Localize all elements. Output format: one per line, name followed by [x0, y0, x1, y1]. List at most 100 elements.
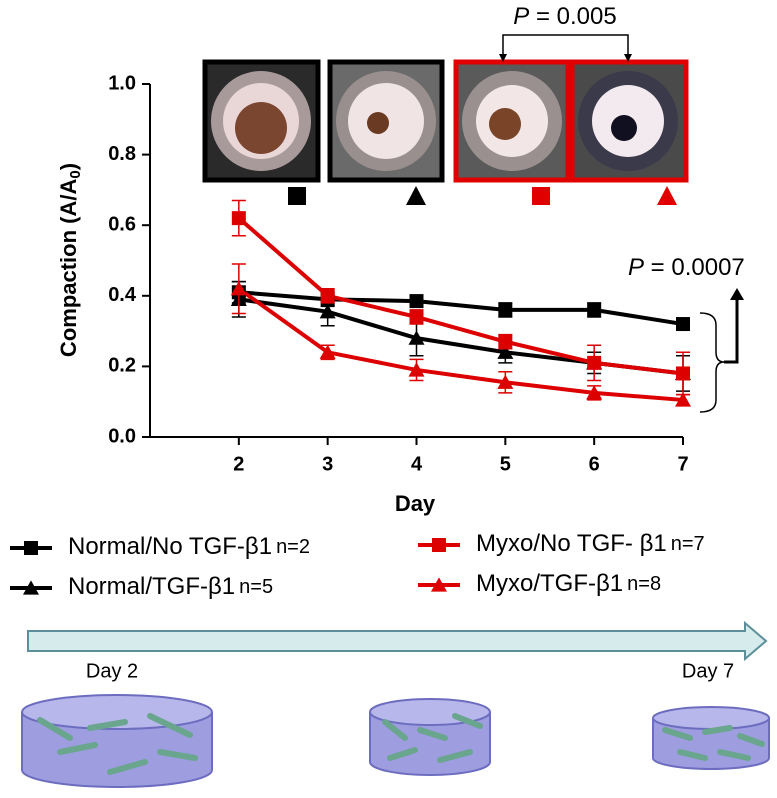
arrow-head — [624, 54, 632, 62]
y-axis-label: Compaction (A/A0) — [56, 163, 84, 357]
tissue — [367, 112, 389, 134]
data-point — [497, 344, 514, 359]
thumbnails — [202, 59, 689, 205]
cell — [452, 713, 483, 729]
y-label-sub: 0 — [67, 170, 84, 178]
data-point — [497, 374, 514, 389]
timeline-label: Day 2 — [86, 660, 138, 682]
annotation-p: P — [513, 3, 529, 30]
data-point — [498, 334, 513, 349]
legend-marker — [23, 580, 39, 595]
tissue — [489, 108, 521, 140]
data-point — [409, 294, 424, 309]
annotation-text: = 0.005 — [529, 3, 616, 30]
legend-n: n=7 — [671, 533, 705, 555]
cell — [702, 725, 733, 735]
timeline: Day 2 Day 7 — [21, 620, 770, 788]
comparison-bracket — [502, 34, 629, 60]
series-line — [237, 216, 684, 376]
brace — [699, 312, 725, 413]
annotation: P = 0.005 — [513, 3, 616, 30]
cell — [107, 759, 148, 775]
data-point — [587, 302, 602, 317]
legend-n: n=8 — [627, 573, 661, 595]
tissue — [235, 102, 287, 154]
tissue — [611, 115, 637, 141]
cell — [717, 749, 751, 761]
legend-entry: Normal/No TGF-β1 n=2 — [68, 533, 310, 560]
annotation-text: = 0.0007 — [644, 254, 745, 281]
annotation-p: P — [628, 254, 644, 281]
cell — [387, 747, 418, 761]
cell — [157, 749, 198, 761]
annotation: P = 0.0007 — [628, 254, 745, 281]
legend-label: Myxo/TGF-β1 — [476, 570, 623, 597]
legend-n: n=5 — [239, 576, 273, 598]
x-tick-label: 7 — [677, 453, 688, 475]
legend-n: n=2 — [276, 536, 310, 558]
data-point — [319, 344, 336, 359]
timeline-label: Day 7 — [682, 660, 734, 682]
x-tick-label: 2 — [233, 453, 244, 475]
x-tick-label: 3 — [322, 453, 333, 475]
arrow — [724, 296, 739, 364]
cell — [677, 749, 708, 761]
legend-label: Myxo/No TGF- β1 — [476, 530, 667, 557]
y-tick-label: 0.8 — [108, 143, 136, 165]
y-tick-label: 1.0 — [108, 72, 136, 94]
data-point — [409, 309, 424, 324]
data-point — [675, 392, 691, 407]
series-line — [238, 290, 684, 327]
legend-label: Normal/TGF-β1 — [68, 573, 235, 600]
thumb-marker — [288, 187, 306, 205]
legend-entry: Myxo/No TGF- β1 n=7 — [476, 530, 705, 557]
y-tick-label: 0.2 — [108, 355, 136, 377]
gel-top — [652, 706, 770, 730]
data-point — [408, 330, 425, 345]
legend-marker — [431, 577, 447, 592]
thumb-marker — [657, 186, 677, 205]
data-point — [320, 288, 335, 303]
arrow-head — [730, 288, 744, 300]
cell — [87, 719, 128, 731]
gel-cylinder — [21, 712, 213, 788]
data-point — [319, 304, 336, 319]
y-tick-label: 0.6 — [108, 213, 136, 235]
data-point — [676, 366, 690, 381]
legend-marker — [24, 541, 38, 555]
y-label-text: Compaction (A/A — [56, 179, 81, 358]
legend-label: Normal/No TGF-β1 — [68, 533, 272, 560]
cell — [662, 727, 693, 741]
x-axis-label: Day — [395, 491, 436, 516]
cell — [37, 717, 73, 741]
x-tick-label: 4 — [411, 453, 423, 475]
thumb-marker — [406, 186, 426, 205]
cells — [37, 713, 765, 775]
cell — [382, 719, 408, 741]
data-point — [231, 211, 246, 226]
y-tick-label: 0.0 — [108, 425, 136, 447]
series-line — [237, 287, 684, 402]
legend-marker — [432, 538, 446, 552]
timeline-arrow — [27, 620, 768, 662]
gel-cylinder — [369, 712, 491, 776]
cell — [417, 727, 448, 741]
thumb-marker — [532, 187, 550, 205]
cell — [437, 749, 473, 763]
data-point — [408, 362, 425, 377]
data-point — [586, 385, 603, 400]
data-point — [587, 355, 602, 370]
y-label-end: ) — [56, 163, 81, 170]
cell — [57, 742, 98, 755]
legend-entry: Normal/TGF-β1 n=5 — [68, 573, 273, 600]
data-point — [676, 317, 690, 332]
data-point — [498, 302, 513, 317]
cell — [147, 713, 193, 738]
legend-entry: Myxo/TGF-β1 n=8 — [476, 570, 661, 597]
y-tick-label: 0.4 — [108, 284, 137, 306]
arrow-head — [499, 54, 507, 62]
x-tick-label: 5 — [500, 453, 511, 475]
x-tick-label: 6 — [589, 453, 600, 475]
cell — [737, 733, 765, 747]
